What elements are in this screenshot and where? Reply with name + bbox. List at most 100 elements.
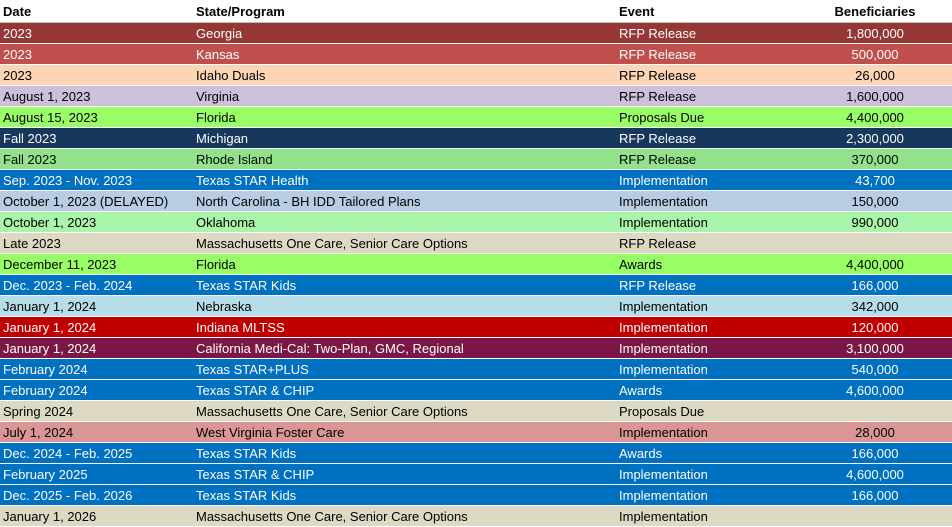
cell-date[interactable]: Late 2023 (0, 232, 193, 254)
cell-date[interactable]: January 1, 2024 (0, 295, 193, 317)
cell-event[interactable]: Implementation (616, 169, 798, 191)
cell-state-program[interactable]: Oklahoma (193, 211, 616, 233)
cell-event[interactable]: Implementation (616, 421, 798, 443)
cell-date[interactable]: January 1, 2024 (0, 316, 193, 338)
cell-beneficiaries[interactable]: 4,600,000 (798, 379, 952, 401)
cell-date[interactable]: Fall 2023 (0, 127, 193, 149)
cell-state-program[interactable]: Georgia (193, 22, 616, 44)
cell-state-program[interactable]: Massachusetts One Care, Senior Care Opti… (193, 400, 616, 422)
cell-date[interactable]: 2023 (0, 22, 193, 44)
cell-date[interactable]: Fall 2023 (0, 148, 193, 170)
cell-beneficiaries[interactable] (798, 400, 952, 422)
cell-state-program[interactable]: West Virginia Foster Care (193, 421, 616, 443)
cell-date[interactable]: July 1, 2024 (0, 421, 193, 443)
cell-event[interactable]: Awards (616, 379, 798, 401)
cell-date[interactable]: Dec. 2025 - Feb. 2026 (0, 484, 193, 506)
cell-state-program[interactable]: Texas STAR Kids (193, 442, 616, 464)
cell-event[interactable]: RFP Release (616, 148, 798, 170)
cell-date[interactable]: January 1, 2026 (0, 505, 193, 527)
cell-beneficiaries[interactable]: 43,700 (798, 169, 952, 191)
cell-beneficiaries[interactable]: 1,600,000 (798, 85, 952, 107)
cell-event[interactable]: Proposals Due (616, 106, 798, 128)
cell-event[interactable]: Implementation (616, 484, 798, 506)
cell-state-program[interactable]: Texas STAR+PLUS (193, 358, 616, 380)
cell-date[interactable]: August 15, 2023 (0, 106, 193, 128)
cell-event[interactable]: Implementation (616, 316, 798, 338)
cell-beneficiaries[interactable]: 150,000 (798, 190, 952, 212)
cell-state-program[interactable]: Indiana MLTSS (193, 316, 616, 338)
cell-date[interactable]: Dec. 2023 - Feb. 2024 (0, 274, 193, 296)
cell-beneficiaries[interactable]: 26,000 (798, 64, 952, 86)
cell-beneficiaries[interactable] (798, 232, 952, 254)
cell-state-program[interactable]: Florida (193, 106, 616, 128)
cell-beneficiaries[interactable]: 120,000 (798, 316, 952, 338)
cell-date[interactable]: 2023 (0, 64, 193, 86)
cell-event[interactable]: Proposals Due (616, 400, 798, 422)
cell-event[interactable]: RFP Release (616, 22, 798, 44)
header-event[interactable]: Event (616, 0, 798, 23)
cell-state-program[interactable]: Rhode Island (193, 148, 616, 170)
cell-date[interactable]: January 1, 2024 (0, 337, 193, 359)
cell-state-program[interactable]: Virginia (193, 85, 616, 107)
cell-event[interactable]: Awards (616, 253, 798, 275)
cell-state-program[interactable]: Florida (193, 253, 616, 275)
cell-state-program[interactable]: Texas STAR Kids (193, 274, 616, 296)
cell-beneficiaries[interactable]: 28,000 (798, 421, 952, 443)
cell-beneficiaries[interactable]: 540,000 (798, 358, 952, 380)
cell-state-program[interactable]: Kansas (193, 43, 616, 65)
cell-event[interactable]: Awards (616, 442, 798, 464)
cell-state-program[interactable]: Texas STAR & CHIP (193, 463, 616, 485)
cell-beneficiaries[interactable]: 166,000 (798, 274, 952, 296)
cell-event[interactable]: Implementation (616, 463, 798, 485)
cell-beneficiaries[interactable]: 4,600,000 (798, 463, 952, 485)
cell-state-program[interactable]: Texas STAR Kids (193, 484, 616, 506)
cell-date[interactable]: Dec. 2024 - Feb. 2025 (0, 442, 193, 464)
cell-beneficiaries[interactable]: 2,300,000 (798, 127, 952, 149)
cell-date[interactable]: February 2025 (0, 463, 193, 485)
cell-date[interactable]: October 1, 2023 (DELAYED) (0, 190, 193, 212)
cell-date[interactable]: August 1, 2023 (0, 85, 193, 107)
cell-event[interactable]: Implementation (616, 295, 798, 317)
cell-date[interactable]: December 11, 2023 (0, 253, 193, 275)
cell-beneficiaries[interactable]: 4,400,000 (798, 106, 952, 128)
cell-date[interactable]: Sep. 2023 - Nov. 2023 (0, 169, 193, 191)
cell-state-program[interactable]: Nebraska (193, 295, 616, 317)
cell-state-program[interactable]: Texas STAR Health (193, 169, 616, 191)
cell-beneficiaries[interactable]: 990,000 (798, 211, 952, 233)
cell-event[interactable]: RFP Release (616, 43, 798, 65)
cell-state-program[interactable]: Massachusetts One Care, Senior Care Opti… (193, 505, 616, 527)
cell-event[interactable]: RFP Release (616, 274, 798, 296)
cell-state-program[interactable]: Texas STAR & CHIP (193, 379, 616, 401)
cell-beneficiaries[interactable]: 1,800,000 (798, 22, 952, 44)
cell-event[interactable]: Implementation (616, 337, 798, 359)
cell-event[interactable]: RFP Release (616, 64, 798, 86)
cell-date[interactable]: February 2024 (0, 379, 193, 401)
cell-beneficiaries[interactable]: 342,000 (798, 295, 952, 317)
cell-beneficiaries[interactable]: 3,100,000 (798, 337, 952, 359)
cell-date[interactable]: 2023 (0, 43, 193, 65)
cell-date[interactable]: October 1, 2023 (0, 211, 193, 233)
cell-state-program[interactable]: Idaho Duals (193, 64, 616, 86)
cell-beneficiaries[interactable]: 166,000 (798, 484, 952, 506)
header-date[interactable]: Date (0, 0, 193, 23)
cell-event[interactable]: Implementation (616, 505, 798, 527)
cell-state-program[interactable]: Michigan (193, 127, 616, 149)
cell-date[interactable]: Spring 2024 (0, 400, 193, 422)
cell-state-program[interactable]: North Carolina - BH IDD Tailored Plans (193, 190, 616, 212)
cell-event[interactable]: RFP Release (616, 85, 798, 107)
cell-event[interactable]: Implementation (616, 211, 798, 233)
cell-date[interactable]: February 2024 (0, 358, 193, 380)
cell-event[interactable]: RFP Release (616, 127, 798, 149)
cell-beneficiaries[interactable]: 370,000 (798, 148, 952, 170)
header-beneficiaries[interactable]: Beneficiaries (798, 0, 952, 23)
cell-beneficiaries[interactable]: 166,000 (798, 442, 952, 464)
cell-beneficiaries[interactable]: 4,400,000 (798, 253, 952, 275)
cell-state-program[interactable]: California Medi-Cal: Two-Plan, GMC, Regi… (193, 337, 616, 359)
cell-beneficiaries[interactable]: 500,000 (798, 43, 952, 65)
cell-event[interactable]: Implementation (616, 190, 798, 212)
header-state-program[interactable]: State/Program (193, 0, 616, 23)
cell-beneficiaries[interactable] (798, 505, 952, 527)
cell-state-program[interactable]: Massachusetts One Care, Senior Care Opti… (193, 232, 616, 254)
cell-event[interactable]: Implementation (616, 358, 798, 380)
cell-event[interactable]: RFP Release (616, 232, 798, 254)
